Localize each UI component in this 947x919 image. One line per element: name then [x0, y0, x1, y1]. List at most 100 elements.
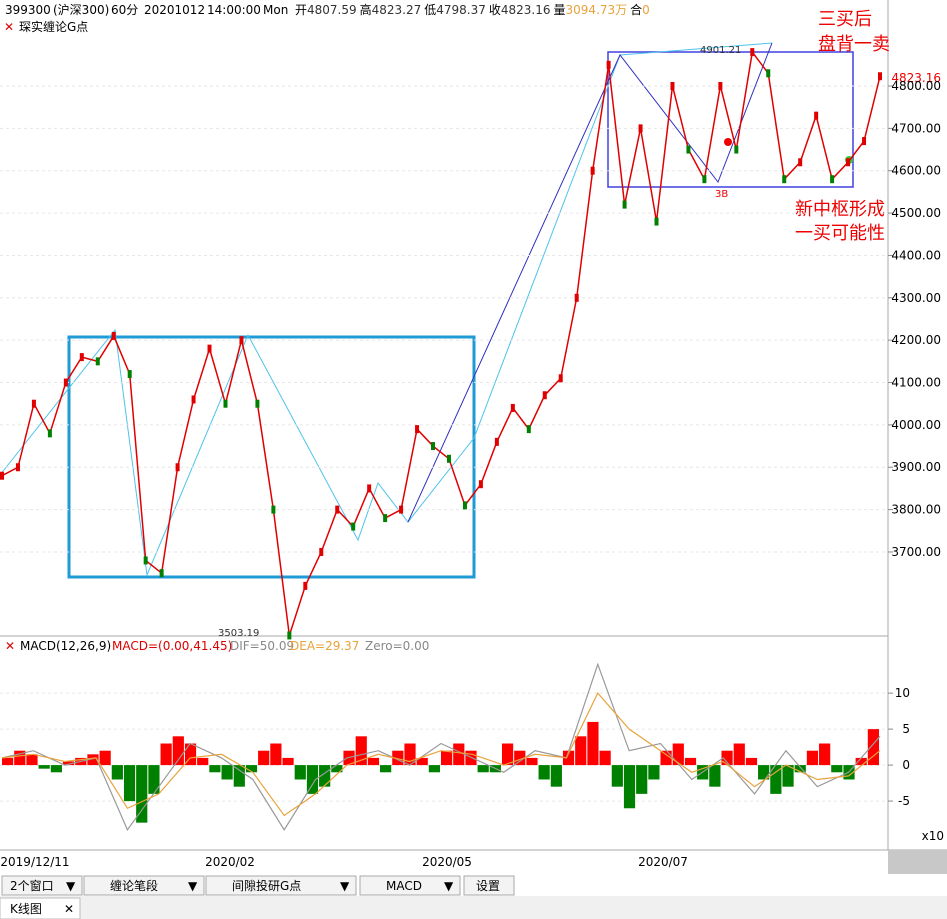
candle — [303, 581, 308, 590]
x-tick-label: 2020/07 — [638, 855, 688, 869]
candle — [383, 514, 388, 523]
tab-bar — [0, 896, 947, 919]
field-value: 3094.73万 — [566, 3, 628, 17]
y-tick-label: 4500.00 — [891, 206, 941, 220]
candle — [814, 111, 819, 120]
candle — [159, 569, 164, 578]
candle — [702, 175, 707, 184]
macd-bar — [184, 743, 197, 766]
macd-bar — [160, 743, 172, 766]
field-value: 4798.37 — [436, 3, 486, 17]
tab-close[interactable]: ✕ — [64, 902, 74, 916]
macd-bar — [270, 743, 282, 766]
close-icon[interactable]: ✕ — [4, 20, 14, 34]
candle — [191, 395, 196, 404]
signal-dot — [724, 138, 732, 146]
macd-bar — [550, 765, 562, 787]
macd-bar — [770, 765, 782, 794]
macd-bar — [831, 765, 843, 773]
y-tick-label: 0 — [902, 758, 910, 772]
candle — [478, 480, 483, 489]
y-tick-label: 4700.00 — [891, 121, 941, 135]
macd-bar — [50, 765, 62, 773]
candle — [0, 471, 4, 480]
candle — [47, 429, 52, 438]
macd-bar — [623, 765, 636, 809]
y-tick-label: 4800.00 — [891, 79, 941, 93]
dropdown-arrow[interactable]: ▼ — [444, 879, 454, 893]
candle — [175, 463, 180, 472]
candle — [207, 344, 212, 353]
toolbar-button[interactable] — [1, 875, 83, 896]
zero-value: Zero=0.00 — [365, 639, 429, 653]
macd-bar — [404, 743, 416, 766]
dropdown-arrow[interactable]: ▼ — [188, 879, 198, 893]
field-value: 4823.16 — [501, 3, 551, 17]
macd-bar — [794, 765, 806, 773]
dif-value: DIF=50.09 — [230, 639, 294, 653]
candle — [351, 522, 356, 531]
scroll-area — [888, 850, 947, 874]
macd-bar — [611, 765, 623, 787]
macd-bar — [123, 765, 136, 802]
macd-bar — [294, 765, 306, 780]
candle — [494, 437, 499, 446]
candle — [718, 81, 723, 90]
candle — [239, 336, 244, 345]
macd-bar — [562, 750, 575, 766]
macd-bar — [319, 765, 331, 787]
candle — [415, 425, 420, 434]
macd-bar — [38, 765, 50, 769]
macd-bar — [855, 757, 867, 766]
macd-bar — [221, 765, 233, 780]
toolbar-label: 设置 — [476, 879, 500, 893]
candle — [143, 556, 148, 565]
toolbar-button[interactable] — [359, 875, 461, 896]
macd-bar — [806, 750, 819, 766]
tab[interactable] — [0, 897, 81, 919]
dropdown-arrow[interactable]: ▼ — [340, 879, 350, 893]
macd-bar — [14, 750, 26, 766]
dropdown-arrow[interactable]: ▼ — [66, 879, 76, 893]
annotation: 一买可能性 — [795, 223, 885, 244]
field-label: 低 — [424, 3, 436, 17]
candle — [862, 137, 867, 146]
y-tick-label: 4000.00 — [891, 418, 941, 432]
candle — [335, 505, 340, 514]
toolbar-button[interactable] — [83, 875, 205, 896]
price-label: 4901.21 — [700, 45, 741, 56]
macd-bar — [428, 765, 440, 773]
close-icon[interactable]: ✕ — [5, 639, 15, 653]
candle — [830, 175, 835, 184]
field-label: 收 — [489, 3, 501, 17]
macd-bar — [514, 750, 526, 766]
annotation: 盘背一卖 — [818, 34, 890, 55]
toolbar-label: 间隙投研G点 — [232, 878, 301, 893]
candle — [782, 175, 787, 184]
buy-label: 3B — [715, 189, 728, 200]
y-tick-label: 4200.00 — [891, 333, 941, 347]
toolbar-button[interactable] — [463, 875, 515, 896]
pivot-box — [607, 51, 854, 188]
candle — [15, 463, 20, 472]
dea-value: DEA=29.37 — [290, 639, 359, 653]
toolbar-button[interactable] — [205, 875, 357, 896]
macd-bar — [501, 743, 514, 766]
candle — [431, 442, 436, 451]
candle — [79, 353, 84, 362]
candle — [734, 145, 739, 154]
header-name: (沪深300) — [53, 3, 109, 17]
y-tick-label: 3700.00 — [891, 545, 941, 559]
field-label: 高 — [360, 2, 372, 17]
macd-bar — [538, 765, 550, 780]
header-time: 14:00:00 — [207, 3, 261, 17]
macd-bar — [111, 765, 123, 780]
toolbar-label: MACD — [386, 879, 422, 893]
y-tick-label: -5 — [898, 794, 910, 808]
macd-bar — [660, 750, 672, 766]
stroke-line — [0, 42, 773, 577]
field-value: 4823.27 — [372, 3, 422, 17]
macd-bar — [197, 757, 209, 766]
candle — [590, 166, 595, 175]
candle — [255, 399, 260, 408]
